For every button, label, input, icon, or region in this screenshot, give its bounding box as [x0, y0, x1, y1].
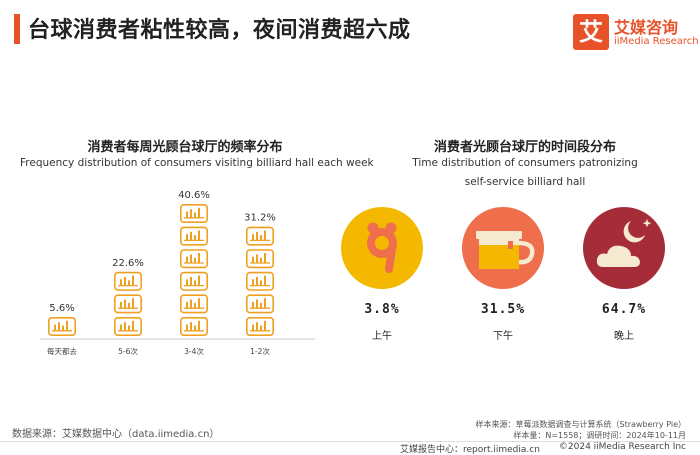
report-center-link[interactable]: 艾媒报告中心：report.iimedia.cn	[400, 445, 540, 455]
value-label: 5.6%	[49, 303, 74, 314]
value-label: 40.6%	[178, 190, 210, 201]
frequency-bar-chart: 5.6% 每天都去 22.6% 5-6次 40.6% 3-4次 31.2% 1-2次	[40, 190, 315, 356]
bar-1: 5.6% 每天都去	[47, 303, 77, 356]
evening-circle	[583, 207, 665, 289]
bar-3: 40.6% 3-4次	[178, 190, 210, 356]
category-label: 5-6次	[118, 346, 138, 356]
logo-cn-text: 艾媒咨询	[614, 18, 679, 37]
nine-clock-icon	[367, 222, 397, 273]
afternoon-percent: 31.5%	[480, 302, 526, 317]
footer-divider	[0, 441, 700, 442]
bar-unit-icon	[180, 316, 208, 337]
bar-unit-icon	[47, 316, 76, 337]
data-source: 数据来源：艾媒数据中心（data.iimedia.cn）	[12, 429, 220, 440]
evening-percent: 64.7%	[601, 302, 647, 317]
time-chart-subtitle-line1: Time distribution of consumers patronizi…	[412, 157, 638, 169]
bar-unit-icon	[114, 271, 142, 291]
copyright: ©2024 iiMedia Research Inc	[558, 442, 686, 452]
cup-icon	[476, 231, 535, 269]
sample-size: 样本量：N=1558；调研时间：2024年10-11月	[513, 431, 686, 440]
bar-unit-icon	[180, 271, 208, 291]
category-label: 1-2次	[250, 346, 270, 356]
time-chart-subtitle-line2: self-service billiard hall	[464, 176, 586, 188]
page-title: 台球消费者粘性较高，夜间消费超六成	[28, 18, 411, 43]
bar-unit-icon	[180, 249, 208, 269]
time-chart-title: 消费者光顾台球厅的时间段分布	[433, 140, 616, 155]
moon-cloud-icon	[596, 219, 652, 267]
category-label: 每天都去	[47, 346, 77, 356]
afternoon-circle	[462, 207, 544, 289]
sample-source: 样本来源：草莓派数据调查与计算系统（Strawberry Pie）	[475, 420, 686, 429]
bar-unit-icon	[246, 249, 275, 269]
evening-label: 晚上	[614, 331, 634, 342]
bar-unit-icon	[114, 316, 142, 337]
bar-2: 22.6% 5-6次	[112, 258, 144, 356]
logo-icon: 艾	[573, 14, 609, 50]
bar-unit-icon	[246, 271, 275, 291]
morning-circle	[341, 207, 423, 289]
title-accent-bar	[14, 14, 20, 44]
morning-label: 上午	[372, 331, 392, 342]
bar-unit-icon	[114, 294, 142, 314]
afternoon-label: 下午	[493, 331, 513, 342]
morning-percent: 3.8%	[364, 302, 400, 317]
bar-unit-icon	[180, 204, 208, 223]
iimedia-logo: 艾 艾媒咨询 iiMedia Research	[573, 14, 699, 54]
value-label: 22.6%	[112, 258, 144, 269]
frequency-chart-subtitle: Frequency distribution of consumers visi…	[20, 157, 374, 169]
logo-en-text: iiMedia Research	[614, 36, 699, 47]
category-label: 3-4次	[184, 346, 204, 356]
bar-4: 31.2% 1-2次	[244, 213, 276, 356]
bar-unit-icon	[180, 294, 208, 314]
value-label: 31.2%	[244, 213, 276, 224]
bar-unit-icon	[246, 294, 275, 314]
bar-unit-icon	[180, 226, 208, 246]
frequency-chart-title: 消费者每周光顾台球厅的频率分布	[87, 140, 283, 155]
bar-unit-icon	[246, 316, 275, 337]
bar-unit-icon	[246, 226, 275, 246]
